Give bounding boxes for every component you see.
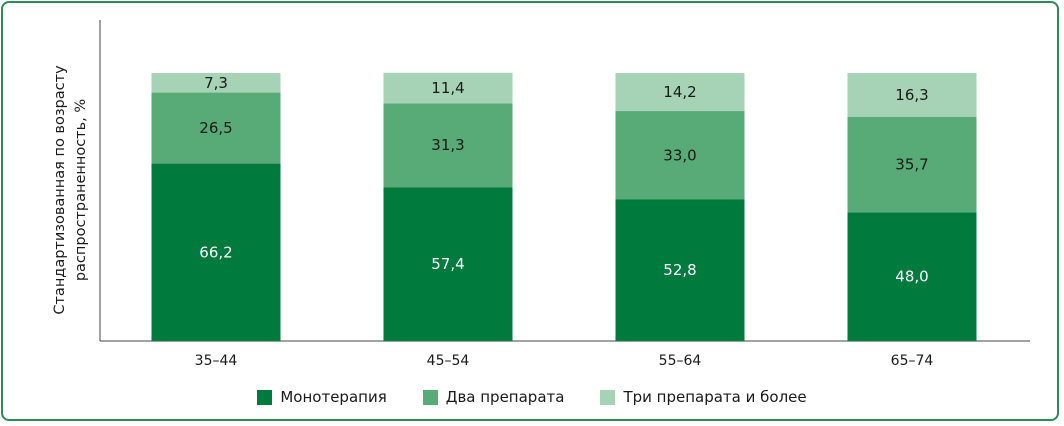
legend-label: Два препарата bbox=[445, 388, 565, 406]
legend-label: Три препарата и более bbox=[623, 388, 807, 406]
legend: Монотерапия Два препарата Три препарата и … bbox=[0, 388, 1064, 406]
bar-segment bbox=[151, 73, 281, 93]
legend-swatch bbox=[600, 389, 616, 405]
bar-segment bbox=[847, 73, 977, 117]
data-label: 7,3 bbox=[204, 74, 228, 92]
bar-segment bbox=[615, 199, 745, 341]
bar-segment bbox=[151, 92, 281, 164]
legend-label: Монотерапия bbox=[280, 388, 387, 406]
bar-segment bbox=[847, 116, 977, 213]
data-label: 52,8 bbox=[663, 261, 696, 279]
x-tick-label: 65–74 bbox=[891, 353, 934, 369]
data-label: 33,0 bbox=[663, 146, 696, 164]
data-label: 11,4 bbox=[431, 79, 464, 97]
bar-segment bbox=[383, 103, 513, 188]
data-label: 48,0 bbox=[895, 268, 928, 286]
legend-swatch bbox=[257, 389, 273, 405]
bar-segment bbox=[383, 72, 513, 104]
data-label: 66,2 bbox=[199, 243, 232, 261]
data-label: 35,7 bbox=[895, 156, 928, 174]
data-label: 26,5 bbox=[199, 119, 232, 137]
stacked-bar-chart: Стандартизованная по возрасту распростран… bbox=[52, 20, 1030, 369]
legend-item: Три препарата и более bbox=[600, 388, 807, 406]
legend-item: Монотерапия bbox=[257, 388, 387, 406]
x-tick-label: 35–44 bbox=[195, 353, 238, 369]
y-axis-label-line: распространенность, % bbox=[73, 99, 89, 281]
legend-item: Два препарата bbox=[422, 388, 565, 406]
bar-segment bbox=[847, 212, 977, 341]
bar-segment bbox=[615, 73, 745, 112]
x-tick-label: 55–64 bbox=[659, 353, 702, 369]
y-axis-label-line: Стандартизованная по возрасту bbox=[52, 65, 68, 315]
bar-segment bbox=[383, 187, 513, 341]
x-tick-label: 45–54 bbox=[427, 353, 470, 369]
y-axis-label: Стандартизованная по возрасту распростран… bbox=[52, 65, 89, 315]
data-label: 14,2 bbox=[663, 83, 696, 101]
bar-segment bbox=[615, 111, 745, 200]
data-label: 31,3 bbox=[431, 136, 464, 154]
legend-swatch bbox=[422, 389, 438, 405]
data-label: 16,3 bbox=[895, 86, 928, 104]
data-label: 57,4 bbox=[431, 255, 464, 273]
bar-segment bbox=[151, 163, 281, 341]
